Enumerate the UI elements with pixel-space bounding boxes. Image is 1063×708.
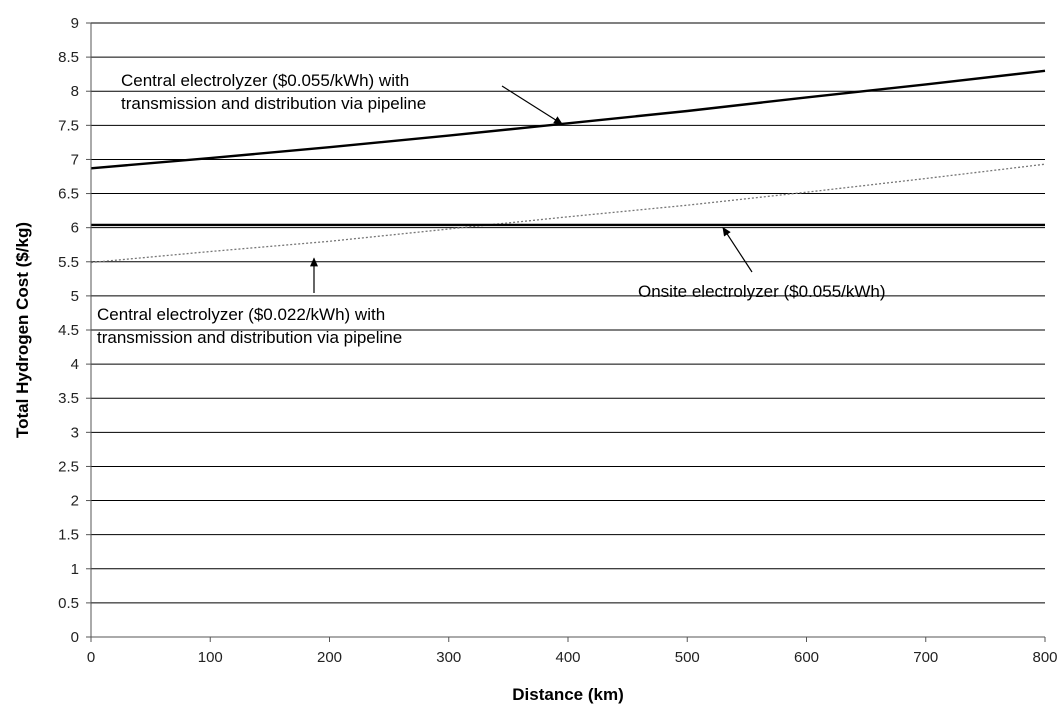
y-tick-label: 4 xyxy=(71,356,79,373)
x-tick-label: 100 xyxy=(198,649,223,666)
y-tick-label: 1 xyxy=(71,561,79,578)
y-tick-label: 7 xyxy=(71,151,79,168)
series-central-022-line xyxy=(90,163,1046,264)
y-tick-label: 3 xyxy=(71,424,79,441)
x-tick-label: 800 xyxy=(1032,649,1057,666)
x-tick-label: 500 xyxy=(675,649,700,666)
x-tick-label: 400 xyxy=(555,649,580,666)
y-axis-title: Total Hydrogen Cost ($/kg) xyxy=(13,222,32,438)
y-tick-label: 6 xyxy=(71,220,79,237)
grid-lines xyxy=(91,22,1045,604)
y-tick-label: 9 xyxy=(71,15,79,32)
series-lines xyxy=(90,69,1046,264)
y-tick-label: 5.5 xyxy=(58,254,79,271)
annotations: Central electrolyzer ($0.055/kWh) with tr… xyxy=(97,71,886,347)
series-central-055-line xyxy=(90,69,1046,170)
x-tick-label: 200 xyxy=(317,649,342,666)
x-tick-label: 300 xyxy=(436,649,461,666)
y-tick-label: 1.5 xyxy=(58,527,79,544)
annotation-label: Onsite electrolyzer ($0.055/kWh) xyxy=(638,282,886,301)
annotation-arrow xyxy=(722,226,753,273)
y-tick-label: 8.5 xyxy=(58,49,79,66)
y-tick-label: 7.5 xyxy=(58,117,79,134)
annotation-label: Central electrolyzer ($0.022/kWh) with tr… xyxy=(97,305,402,347)
y-tick-label: 8 xyxy=(71,83,79,100)
x-tick-label: 0 xyxy=(87,649,95,666)
y-tick-label: 0.5 xyxy=(58,595,79,612)
y-tick-label: 3.5 xyxy=(58,390,79,407)
x-tick-label: 700 xyxy=(913,649,938,666)
y-tick-label: 6.5 xyxy=(58,186,79,203)
x-tick-label: 600 xyxy=(794,649,819,666)
y-tick-label: 5 xyxy=(71,288,79,305)
annotation-arrow xyxy=(501,85,563,125)
axes xyxy=(86,22,1046,642)
y-tick-label: 2.5 xyxy=(58,458,79,475)
y-tick-label: 4.5 xyxy=(58,322,79,339)
tick-labels: 0 0.5 1 1.5 2 2.5 3 3.5 4 4.5 5 5.5 6 6.5 7 7.5 8 8.5 9 0 10… xyxy=(58,15,1057,666)
y-tick-label: 0 xyxy=(71,629,79,646)
annotation-label: Central electrolyzer ($0.055/kWh) with tr… xyxy=(121,71,426,113)
x-axis-title: Distance (km) xyxy=(512,685,623,704)
y-tick-label: 2 xyxy=(71,493,79,510)
